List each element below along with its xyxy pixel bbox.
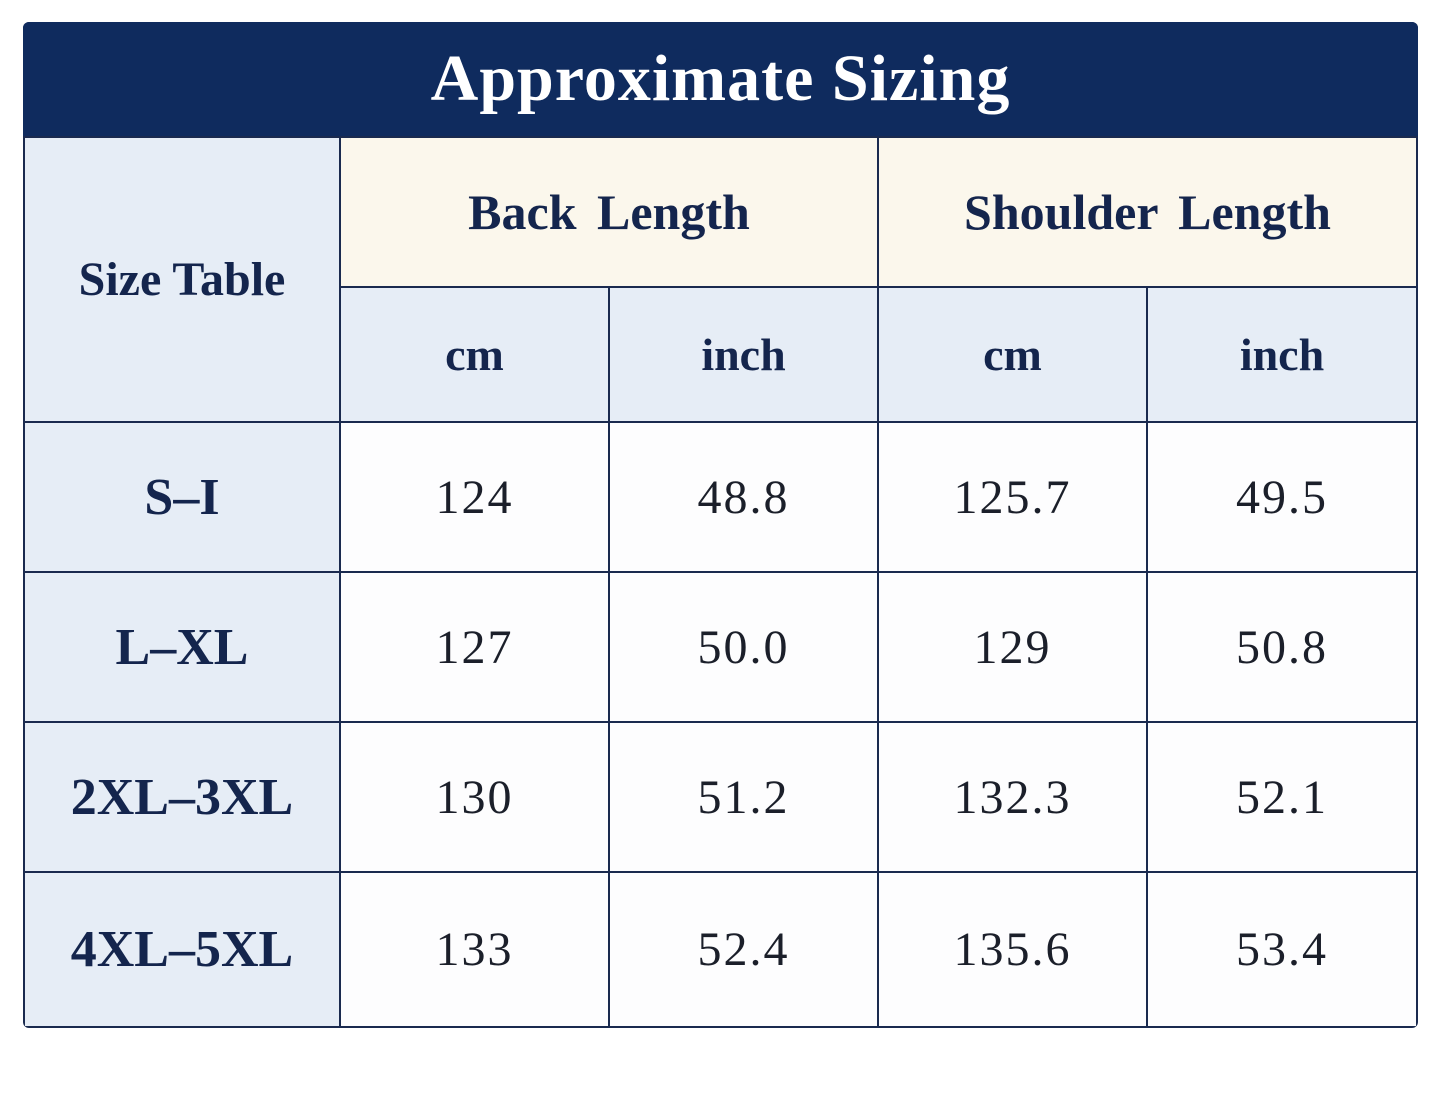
size-label: 2XL–3XL — [25, 723, 339, 871]
measurement: 129 — [879, 573, 1146, 721]
measurement: 133 — [341, 873, 608, 1026]
group-header: Shoulder Length — [879, 138, 1416, 286]
measurement: 127 — [341, 573, 608, 721]
measurement: 51.2 — [610, 723, 877, 871]
unit-header: cm — [341, 288, 608, 421]
measurement: 49.5 — [1148, 423, 1416, 571]
measurement: 48.8 — [610, 423, 877, 571]
measurement: 52.1 — [1148, 723, 1416, 871]
measurement: 53.4 — [1148, 873, 1416, 1026]
size-label: S–I — [25, 423, 339, 571]
measurement: 124 — [341, 423, 608, 571]
measurement: 125.7 — [879, 423, 1146, 571]
measurement: 135.6 — [879, 873, 1146, 1026]
size-label: L–XL — [25, 573, 339, 721]
measurement: 50.8 — [1148, 573, 1416, 721]
unit-header: inch — [610, 288, 877, 421]
size-table: Approximate Sizing Size Table Back Length… — [23, 22, 1418, 1028]
measurement: 132.3 — [879, 723, 1146, 871]
group-header: Back Length — [341, 138, 877, 286]
corner-header: Size Table — [25, 138, 339, 421]
measurement: 50.0 — [610, 573, 877, 721]
unit-header: cm — [879, 288, 1146, 421]
unit-header: inch — [1148, 288, 1416, 421]
measurement: 130 — [341, 723, 608, 871]
measurement: 52.4 — [610, 873, 877, 1026]
table-title: Approximate Sizing — [23, 22, 1418, 136]
size-label: 4XL–5XL — [25, 873, 339, 1026]
